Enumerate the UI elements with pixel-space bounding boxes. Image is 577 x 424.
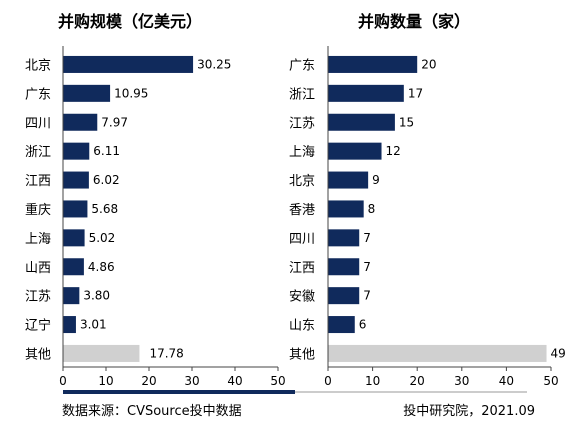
- category-label: 浙江: [25, 145, 51, 160]
- x-tick-label: 10: [98, 374, 113, 388]
- bar: [63, 316, 76, 334]
- category-label: 重庆: [25, 202, 51, 218]
- value-label: 17.78: [149, 346, 183, 360]
- category-label: 辽宁: [25, 318, 51, 334]
- chart-panel-merger-count: 并购数量（家） 广东 20 浙江 17 江苏 15 上海 12 北京 9 香港 8 四川 7 江西 7 安徽 7 山…: [289, 12, 566, 388]
- bar: [328, 258, 360, 276]
- bar: [328, 142, 382, 160]
- x-tick-label: 20: [410, 374, 425, 388]
- value-label: 7: [363, 289, 371, 303]
- x-tick-label: 40: [499, 374, 514, 388]
- category-label: 江苏: [289, 115, 315, 131]
- value-label: 6.11: [93, 144, 120, 158]
- x-tick-label: 0: [59, 374, 67, 388]
- value-label: 3.80: [83, 289, 110, 303]
- value-label: 4.86: [88, 260, 115, 274]
- value-label: 12: [386, 144, 401, 158]
- value-label: 49: [551, 346, 566, 360]
- value-label: 6: [359, 318, 367, 332]
- bar: [328, 287, 360, 305]
- value-label: 7: [363, 260, 371, 274]
- footer-divider: [63, 390, 527, 394]
- x-tick-label: 50: [270, 374, 285, 388]
- value-label: 5.02: [89, 231, 116, 245]
- bar-other: [63, 344, 140, 362]
- value-label: 7.97: [101, 115, 128, 129]
- bar: [63, 229, 85, 247]
- source-note: 数据来源：CVSource投中数据: [62, 403, 242, 419]
- bar: [63, 142, 90, 160]
- x-tick-label: 20: [141, 374, 156, 388]
- x-tick-label: 50: [543, 374, 558, 388]
- value-label: 10.95: [114, 86, 148, 100]
- category-label: 山西: [25, 261, 51, 276]
- bar: [328, 113, 395, 131]
- value-label: 5.68: [91, 202, 118, 216]
- x-tick-label: 0: [324, 374, 332, 388]
- value-label: 30.25: [197, 57, 231, 71]
- category-label: 江西: [25, 174, 51, 189]
- category-label: 香港: [289, 203, 315, 218]
- value-label: 20: [421, 57, 436, 71]
- category-label: 浙江: [289, 87, 315, 102]
- value-label: 6.02: [93, 173, 120, 187]
- category-label: 江苏: [25, 289, 51, 305]
- value-label: 7: [363, 231, 371, 245]
- chart-title: 并购数量（家）: [358, 12, 470, 31]
- bar: [63, 200, 88, 218]
- category-label: 北京: [25, 58, 51, 73]
- publisher-credit: 投中研究院，2021.09: [403, 403, 535, 419]
- bar: [328, 171, 369, 189]
- bar: [328, 229, 360, 247]
- value-label: 9: [372, 173, 380, 187]
- category-label: 上海: [289, 145, 315, 160]
- value-label: 8: [368, 202, 376, 216]
- category-label: 四川: [25, 116, 51, 131]
- x-tick-label: 40: [227, 374, 242, 388]
- bar: [328, 200, 364, 218]
- category-label: 安徽: [289, 290, 315, 305]
- value-label: 3.01: [80, 318, 107, 332]
- bar: [63, 113, 98, 131]
- chart-title: 并购规模（亿美元）: [58, 12, 202, 31]
- category-label: 其他: [25, 347, 51, 362]
- category-label: 四川: [289, 232, 315, 247]
- bar: [328, 84, 404, 102]
- category-label: 山东: [289, 319, 315, 334]
- category-label: 江西: [289, 261, 315, 276]
- bar: [63, 84, 111, 102]
- bar: [328, 316, 355, 334]
- divider-dark-segment: [63, 390, 295, 394]
- x-tick-label: 10: [365, 374, 380, 388]
- divider-light-segment: [295, 391, 527, 393]
- category-label: 广东: [25, 87, 51, 102]
- category-label: 北京: [289, 174, 315, 189]
- value-label: 15: [399, 115, 414, 129]
- category-label: 广东: [289, 58, 315, 73]
- chart-panel-merger-scale: 并购规模（亿美元） 北京 30.25 广东 10.95 四川 7.97 浙江 6.11 江西 6.…: [25, 12, 286, 388]
- category-label: 其他: [289, 347, 315, 362]
- value-label: 17: [408, 86, 423, 100]
- bar: [328, 55, 418, 73]
- x-tick-label: 30: [454, 374, 469, 388]
- bar: [63, 55, 194, 73]
- bar: [63, 258, 84, 276]
- bar-other: [328, 344, 547, 362]
- x-tick-label: 30: [184, 374, 199, 388]
- bar: [63, 287, 80, 305]
- category-label: 上海: [25, 232, 51, 247]
- bar: [63, 171, 89, 189]
